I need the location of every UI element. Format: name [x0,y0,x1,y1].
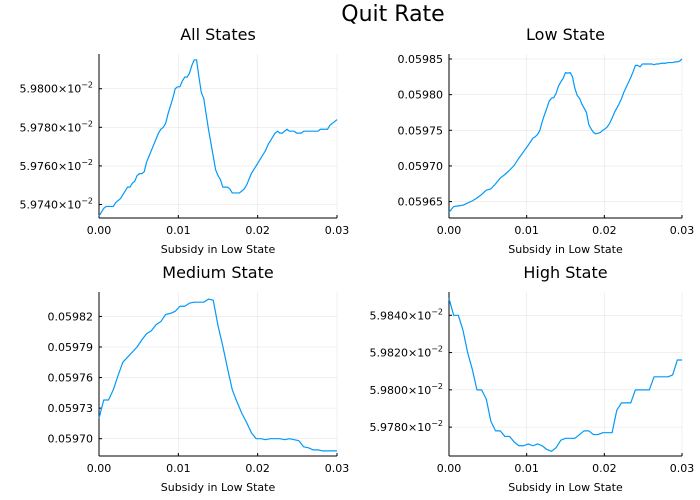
y-tick-label: 5.9780×10−2 [20,119,94,134]
subplot-grid: 0.00 0.01 0.02 0.03 5.9740×10−2 5.9760×10−2 5.… [20,25,695,494]
y-tick-label: 5.9760×10−2 [20,158,94,173]
x-tick-label: 0.02 [592,224,617,237]
y-tick-label: 5.9800×10−2 [370,382,444,397]
y-tick-label: 0.05979 [48,341,94,354]
subplot-2: 0.00 0.01 0.02 0.03 0.05965 0.05970 0.05975 0.0… [398,25,695,256]
y-tick-label: 0.05970 [48,433,94,446]
x-axis-label: Subsidy in Low State [161,481,276,494]
x-tick-label: 0.03 [325,224,350,237]
y-tick-label: 0.05973 [48,402,94,415]
x-tick-label: 0.00 [437,462,462,475]
y-tick-label: 0.05975 [398,124,444,137]
y-tick-label: 5.9740×10−2 [20,196,94,211]
x-tick-label: 0.02 [245,224,270,237]
x-tick-label: 0.03 [325,462,350,475]
x-axis-label: Subsidy in Low State [508,243,623,256]
x-tick-label: 0.00 [437,224,462,237]
x-tick-label: 0.00 [87,462,112,475]
subplot-3: 0.00 0.01 0.02 0.03 0.05970 0.05973 0.05976 0.0… [48,263,350,494]
subplot-4: 0.00 0.01 0.02 0.03 5.9780×10−2 5.9800×10−2 5.… [370,263,695,494]
x-tick-label: 0.01 [166,462,191,475]
subplot-title: Medium State [162,263,273,282]
x-tick-label: 0.00 [87,224,112,237]
y-tick-label: 5.9800×10−2 [20,81,94,96]
x-tick-label: 0.03 [670,462,695,475]
series-line [98,298,337,452]
subplot-title: High State [523,263,607,282]
y-tick-label: 0.05980 [398,89,444,102]
y-tick-label: 5.9780×10−2 [370,419,444,434]
series-line [98,59,338,217]
x-tick-label: 0.01 [514,224,539,237]
y-tick-label: 0.05985 [398,53,444,66]
series-line [448,298,682,452]
y-tick-label: 0.05982 [48,310,94,323]
x-tick-label: 0.02 [592,462,617,475]
x-axis-label: Subsidy in Low State [508,481,623,494]
x-tick-label: 0.02 [245,462,270,475]
subplot-title: Low State [526,25,605,44]
y-tick-label: 0.05970 [398,160,444,173]
x-tick-label: 0.01 [166,224,191,237]
y-tick-label: 5.9840×10−2 [370,307,444,322]
x-axis-label: Subsidy in Low State [161,243,276,256]
y-tick-label: 0.05976 [48,372,94,385]
x-tick-label: 0.01 [514,462,539,475]
subplot-1: 0.00 0.01 0.02 0.03 5.9740×10−2 5.9760×10−2 5.… [20,25,350,256]
figure-title: Quit Rate [341,2,444,27]
x-tick-label: 0.03 [670,224,695,237]
y-tick-label: 0.05965 [398,196,444,209]
subplot-title: All States [180,25,256,44]
series-line [448,58,683,213]
y-tick-label: 5.9820×10−2 [370,345,444,360]
